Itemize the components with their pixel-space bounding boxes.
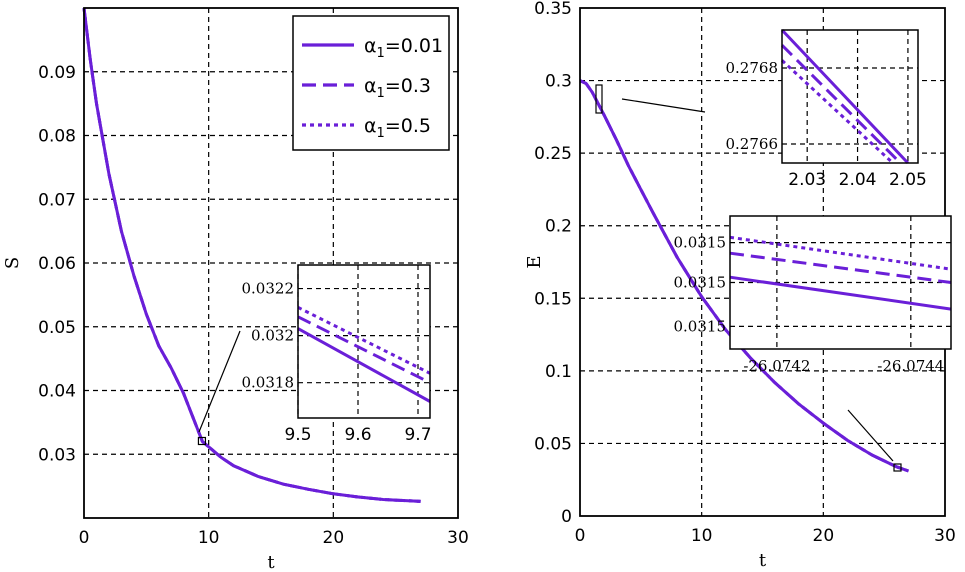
- legend-entry-label: α1=0.3: [364, 75, 431, 101]
- inset-series-line-0: [780, 28, 909, 165]
- inset-x-tick-label: 9.6: [344, 425, 371, 445]
- y-tick-label: 0.35: [534, 0, 572, 19]
- y-tick-label: 0.09: [38, 63, 76, 83]
- inset-y-tick-label: 0.0315: [674, 234, 727, 252]
- inset-y-tick-label: 0.032: [251, 327, 294, 345]
- y-tick-label: 0.15: [534, 289, 572, 309]
- y-tick-label: 0.06: [38, 254, 76, 274]
- inset-x-tick-label: 9.5: [284, 425, 311, 445]
- inset-series-line-0: [729, 275, 952, 311]
- y-tick-label: 0.05: [38, 318, 76, 338]
- x-tick-label: 20: [813, 526, 835, 546]
- y-tick-label: 0.03: [38, 445, 76, 465]
- zoom-marker-top: [595, 84, 603, 114]
- inset-y-tick-label: 0.0315: [674, 317, 727, 335]
- zoom-leader-line: [198, 330, 241, 433]
- legend-box: [292, 15, 450, 151]
- x-tick-label: 30: [447, 528, 469, 548]
- inset-series-line-1: [729, 251, 952, 284]
- y-tick-label: 0.2: [545, 217, 572, 237]
- inset-frame: [729, 215, 952, 350]
- inset-frame: [781, 29, 919, 164]
- inset-series-line-1: [780, 44, 902, 165]
- x-tick-label: 0: [575, 526, 586, 546]
- inset-y-tick-label: 0.0318: [242, 374, 295, 392]
- legend: α1=0.01 α1=0.3 α1=0.5: [292, 15, 450, 151]
- x-tick-label: 10: [198, 528, 220, 548]
- inset-x-tick-label: 2.03: [788, 170, 826, 190]
- x-axis-label: t: [267, 552, 275, 572]
- inset-y-tick-label: 0.0315: [674, 274, 727, 292]
- inset-series-line-2: [297, 306, 431, 375]
- chart-e-vs-t: 0 10 20 30 0 0.05 0.1 0.15 0.2 0.25 0.3 0.35 t E 2.03 2…: [524, 0, 956, 571]
- y-tick-label: 0.08: [38, 127, 76, 147]
- y-tick-label: 0: [561, 507, 572, 527]
- main-series-line-2: [82, 7, 421, 503]
- x-tick-label: 10: [691, 526, 713, 546]
- inset-y-tick-label: 0.2766: [726, 135, 779, 153]
- y-axis-label: E: [524, 255, 545, 268]
- x-tick-label: 30: [934, 526, 956, 546]
- y-tick-label: 0.05: [534, 434, 572, 454]
- inset-series-line-0: [297, 327, 431, 403]
- y-tick-label: 0.3: [545, 72, 572, 92]
- inset-x-tick-label: 9.7: [404, 425, 431, 445]
- x-axis-label: t: [759, 550, 767, 571]
- y-axis-label: S: [2, 257, 23, 269]
- inset-series-line-2: [729, 235, 952, 271]
- inset-x-tick-label: 2.05: [889, 170, 927, 190]
- zoom-leader-line-bottom: [847, 409, 894, 462]
- inset-x-tick-label: 2.04: [839, 170, 877, 190]
- x-tick-label: 20: [323, 528, 345, 548]
- zoom-marker: [197, 436, 207, 446]
- legend-entry-label: α1=0.01: [364, 35, 443, 61]
- axes-frame: [83, 7, 459, 519]
- y-tick-label: 0.25: [534, 144, 572, 164]
- y-tick-label: 0.1: [545, 362, 572, 382]
- zoom-marker-bottom: [893, 463, 902, 472]
- inset-x-tick-label: -26.0744: [877, 357, 944, 375]
- inset-series-line-2: [780, 59, 894, 165]
- main-series-line-2: [579, 79, 909, 473]
- chart-s-vs-t: 0 10 20 30 0.03 0.04 0.05 0.06 0.07 0.08 0.09 t Sα1=…: [2, 7, 469, 572]
- inset-frame: [297, 264, 431, 419]
- inset-y-tick-label: 0.0322: [242, 280, 295, 298]
- inset-x-tick-label: -26.0742: [743, 357, 810, 375]
- legend-entry-label: α1=0.5: [364, 115, 431, 141]
- x-tick-label: 0: [79, 528, 90, 548]
- zoom-leader-line-top: [621, 98, 706, 113]
- y-tick-label: 0.07: [38, 190, 76, 210]
- y-tick-label: 0.04: [38, 382, 76, 402]
- inset-series-line-1: [297, 315, 431, 385]
- inset-y-tick-label: 0.2768: [726, 59, 779, 77]
